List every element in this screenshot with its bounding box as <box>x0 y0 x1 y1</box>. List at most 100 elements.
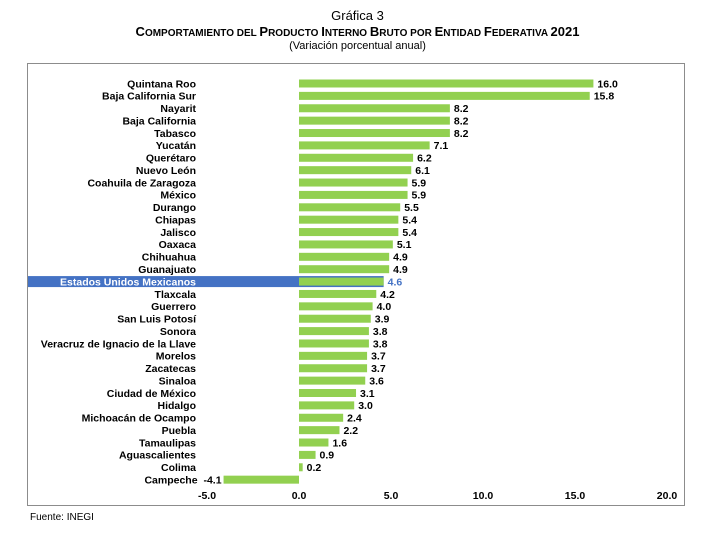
bar <box>299 203 401 212</box>
x-tick-label: 0.0 <box>292 490 307 502</box>
bar <box>299 129 450 138</box>
category-label: Durango <box>153 202 196 214</box>
value-label: 6.2 <box>417 153 432 165</box>
value-label: 3.1 <box>360 388 375 400</box>
category-label: Aguascalientes <box>119 450 196 462</box>
category-label: Nuevo León <box>136 165 196 177</box>
bar <box>299 450 316 459</box>
category-label: Chihuahua <box>142 252 196 264</box>
value-label: 8.2 <box>454 103 469 115</box>
category-label: Yucatán <box>156 140 196 152</box>
value-label: 3.8 <box>373 326 388 338</box>
value-label: 5.1 <box>397 239 412 251</box>
bar <box>299 190 408 199</box>
bar <box>299 252 390 261</box>
bar <box>223 475 299 484</box>
highlight-band <box>28 276 384 288</box>
bar <box>299 104 450 113</box>
bar <box>299 153 414 162</box>
value-label: 3.7 <box>371 351 386 363</box>
bar <box>299 413 344 422</box>
value-label: 15.8 <box>594 91 615 103</box>
x-tick-label: 20.0 <box>657 490 678 502</box>
bar <box>299 339 369 348</box>
category-label: Nayarit <box>160 103 196 115</box>
bar <box>299 91 590 100</box>
x-tick-label: 15.0 <box>565 490 586 502</box>
bar <box>299 178 408 187</box>
x-tick-label: 5.0 <box>384 490 399 502</box>
value-label: 6.1 <box>415 165 430 177</box>
category-label: Morelos <box>156 351 196 363</box>
category-label: Colima <box>161 462 196 474</box>
bar <box>299 376 366 385</box>
x-tick-label: -5.0 <box>198 490 216 502</box>
value-label: 16.0 <box>597 78 618 90</box>
value-label: 0.9 <box>320 450 335 462</box>
bar <box>299 302 373 311</box>
value-label: 2.2 <box>343 425 358 437</box>
bar <box>299 351 368 360</box>
category-label: Campeche <box>144 474 197 486</box>
value-label: 3.6 <box>369 375 384 387</box>
bar <box>299 228 399 237</box>
figure-label: Gráfica 3 <box>331 8 384 23</box>
bar <box>299 438 329 447</box>
category-label: Puebla <box>162 425 197 437</box>
category-label: Coahuila de Zaragoza <box>87 177 196 189</box>
category-label: Guerrero <box>151 301 196 313</box>
value-label: 3.0 <box>358 400 373 412</box>
category-label: Guanajuato <box>138 264 196 276</box>
category-label: Tlaxcala <box>155 289 197 301</box>
chart-subtitle: (Variación porcentual anual) <box>289 40 426 52</box>
bar <box>299 463 303 472</box>
bar <box>299 240 393 249</box>
category-label: México <box>160 190 196 202</box>
value-label: 4.9 <box>393 252 408 264</box>
bar <box>299 265 390 274</box>
category-label: Querétaro <box>146 153 196 165</box>
category-label: Oaxaca <box>159 239 197 251</box>
category-label: Chiapas <box>155 214 196 226</box>
category-label: Baja California <box>122 115 196 127</box>
value-label: 3.7 <box>371 363 386 375</box>
category-label: Jalisco <box>160 227 196 239</box>
bar <box>299 166 412 175</box>
chart-frame <box>27 63 685 506</box>
value-label: 3.8 <box>373 338 388 350</box>
bar <box>299 116 450 125</box>
x-tick-label: 10.0 <box>473 490 494 502</box>
value-label: 4.6 <box>388 276 403 288</box>
bar <box>299 277 384 286</box>
category-label: Hidalgo <box>158 400 197 412</box>
bar <box>299 401 355 410</box>
value-label: 7.1 <box>434 140 449 152</box>
category-label: Ciudad de México <box>107 388 196 400</box>
bar <box>299 79 594 88</box>
value-label: 1.6 <box>332 437 347 449</box>
value-label: 5.9 <box>412 177 427 189</box>
value-label: 5.5 <box>404 202 419 214</box>
chart-title: COMPORTAMIENTO DEL PRODUCTO INTERNO BRUT… <box>135 24 580 39</box>
value-label: 8.2 <box>454 128 469 140</box>
value-label: 0.2 <box>307 462 322 474</box>
bar <box>299 426 340 435</box>
value-label: 3.9 <box>375 314 390 326</box>
category-label: Sinaloa <box>159 375 197 387</box>
bar <box>299 141 430 150</box>
bar <box>299 327 369 336</box>
bar <box>299 364 368 373</box>
category-label: Baja California Sur <box>102 91 196 103</box>
bar <box>299 389 357 397</box>
value-label: 5.4 <box>402 227 417 239</box>
category-label: Michoacán de Ocampo <box>82 413 196 425</box>
category-label: Estados Unidos Mexicanos <box>60 276 196 288</box>
category-label: Veracruz de Ignacio de la Llave <box>41 338 196 350</box>
value-label: -4.1 <box>203 474 221 486</box>
value-label: 4.9 <box>393 264 408 276</box>
category-label: Quintana Roo <box>127 78 196 90</box>
bar <box>299 314 371 323</box>
category-label: Zacatecas <box>145 363 196 375</box>
bar <box>299 289 377 298</box>
